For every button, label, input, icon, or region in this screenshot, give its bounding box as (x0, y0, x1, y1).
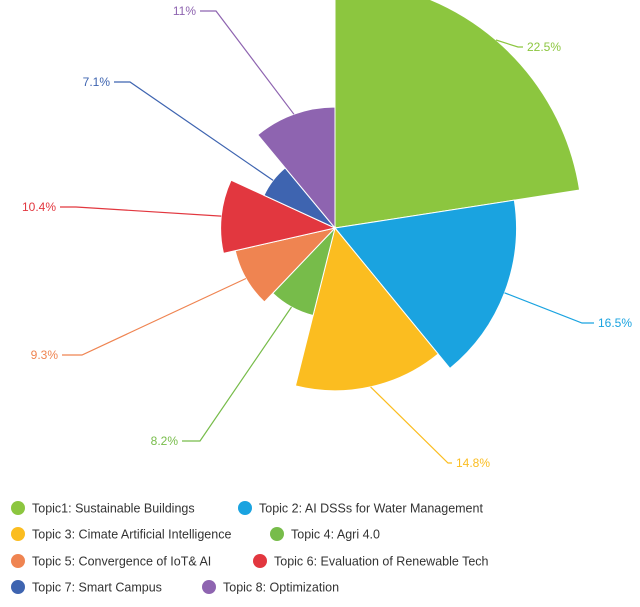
leader-line-6 (60, 206, 222, 217)
legend-label-7: Topic 7: Smart Campus (32, 581, 162, 595)
data-label-7: 7.1% (83, 75, 111, 89)
data-label-4: 8.2% (151, 434, 179, 448)
data-label-6: 10.4% (22, 200, 56, 214)
data-label-2: 16.5% (598, 316, 632, 330)
data-label-5: 9.3% (31, 348, 59, 362)
legend-marker-8 (202, 580, 216, 594)
slice-8 (257, 106, 336, 230)
leader-line-3 (370, 386, 452, 464)
legend-item-5[interactable]: Topic 5: Convergence of IoT& AI (11, 554, 211, 569)
data-label-8: 11% (173, 4, 196, 18)
legend-marker-2 (238, 501, 252, 515)
legend-label-4: Topic 4: Agri 4.0 (291, 528, 380, 542)
legend-label-2: Topic 2: AI DSSs for Water Management (259, 502, 483, 516)
leader-line-5 (62, 277, 247, 356)
legend-item-3[interactable]: Topic 3: Cimate Artificial Intelligence (11, 527, 231, 542)
slice-3 (294, 226, 439, 392)
legend-item-8[interactable]: Topic 8: Optimization (202, 580, 339, 595)
legend-marker-5 (11, 554, 25, 568)
legend-item-2[interactable]: Topic 2: AI DSSs for Water Management (238, 501, 483, 516)
legend-item-4[interactable]: Topic 4: Agri 4.0 (270, 527, 380, 542)
legend-label-1: Topic1: Sustainable Buildings (32, 502, 195, 516)
legend-marker-6 (253, 554, 267, 568)
legend-label-3: Topic 3: Cimate Artificial Intelligence (32, 528, 231, 542)
slice-6 (220, 179, 337, 254)
legend: Topic1: Sustainable Buildings Topic 2: AI… (11, 501, 489, 595)
legend-item-7[interactable]: Topic 7: Smart Campus (11, 580, 162, 595)
legend-label-5: Topic 5: Convergence of IoT& AI (32, 555, 211, 569)
leader-line-4 (182, 306, 292, 442)
legend-marker-7 (11, 580, 25, 594)
legend-marker-4 (270, 527, 284, 541)
legend-item-6[interactable]: Topic 6: Evaluation of Renewable Tech (253, 554, 489, 569)
slice-2 (334, 199, 517, 370)
leader-line-1 (495, 39, 523, 48)
leader-line-7 (114, 81, 274, 181)
legend-marker-3 (11, 527, 25, 541)
legend-item-1[interactable]: Topic1: Sustainable Buildings (11, 501, 195, 516)
legend-label-6: Topic 6: Evaluation of Renewable Tech (274, 555, 489, 569)
legend-label-8: Topic 8: Optimization (223, 581, 339, 595)
data-label-1: 22.5% (527, 40, 561, 54)
data-label-3: 14.8% (456, 456, 490, 470)
legend-marker-1 (11, 501, 25, 515)
leader-line-8 (200, 10, 295, 115)
slice-1 (334, 0, 581, 229)
leader-line-2 (504, 292, 594, 324)
